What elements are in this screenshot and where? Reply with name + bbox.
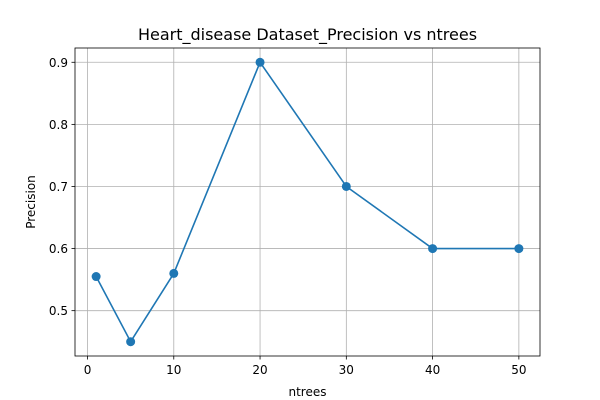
y-tick-label: 0.9 [49,56,68,70]
data-point [514,244,524,254]
y-tick-label: 0.7 [49,180,68,194]
data-point [428,244,438,254]
data-point [169,268,179,278]
x-tick-label: 0 [84,363,92,377]
x-tick-label: 50 [511,363,526,377]
y-axis-label: Precision [24,175,38,229]
x-tick-label: 10 [166,363,181,377]
data-point [255,57,265,67]
series-layer [91,57,524,347]
x-tick-label: 20 [252,363,267,377]
plot-frame [74,47,541,357]
data-point [91,272,101,282]
y-tick-label: 0.5 [49,304,68,318]
y-tick-label: 0.6 [49,242,68,256]
data-point [126,337,136,347]
series-line [95,61,519,343]
x-tick-label: 40 [425,363,440,377]
chart-title: Heart_disease Dataset_Precision vs ntree… [138,25,477,45]
x-tick-label: 30 [339,363,354,377]
x-axis-label: ntrees [289,385,327,399]
axis-ticks: 0 10 20 30 40 50 0.5 0.6 0.7 0.8 0.9 [49,56,527,377]
y-tick-label: 0.8 [49,118,68,132]
data-point [341,181,351,191]
grid-lines [75,48,540,356]
